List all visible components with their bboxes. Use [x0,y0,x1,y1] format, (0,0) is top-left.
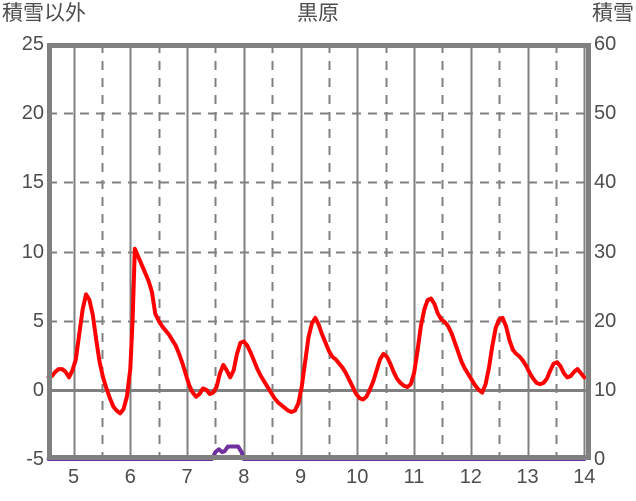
plot-border [47,43,591,460]
x-axis-tick-label: 10 [346,466,369,488]
y-axis-left-tick-label: 25 [21,33,44,55]
x-axis-tick-label: 5 [67,466,80,488]
x-axis-tick-label: 9 [294,466,307,488]
chart-title: 黒原 [297,2,339,25]
x-axis-tick-label: 13 [516,466,539,488]
plot-frame [47,43,591,460]
x-axis-tick-label: 7 [181,466,193,488]
x-axis-tick-label: 11 [403,466,425,488]
x-axis-tick-label: 6 [124,466,136,488]
y-axis-left-ticks: 25 20 15 10 5 0 -5 [0,0,44,501]
y-axis-right-tick-label: 0 [594,448,606,470]
y-axis-right-ticks: 60 50 40 30 20 10 0 [594,0,636,501]
x-axis-tick-label: 12 [459,466,482,488]
y-axis-right-tick-label: 60 [594,33,617,55]
y-axis-right-tick-label: 50 [594,102,617,125]
y-axis-left-tick-label: 10 [21,240,44,263]
y-axis-left-tick-label: 15 [21,171,44,194]
y-axis-right-tick-label: 20 [594,309,617,332]
series-line-non-snow [46,246,587,416]
y-axis-left-tick-label: 20 [21,102,44,125]
y-axis-left-tick-label: -5 [26,448,44,470]
left-axis-title: 積雪以外 [2,2,86,25]
y-axis-right-tick-label: 30 [594,240,617,263]
x-axis-tick-label: 14 [573,466,596,488]
y-axis-left-tick-label: 5 [32,309,44,332]
y-axis-right-tick-label: 40 [594,171,617,194]
x-axis-tick-label: 8 [238,466,250,488]
y-axis-right-tick-label: 10 [594,378,617,401]
right-axis-title: 積雪 [592,2,634,25]
y-axis-left-tick-label: 0 [32,378,44,401]
grid-layer [48,44,590,459]
